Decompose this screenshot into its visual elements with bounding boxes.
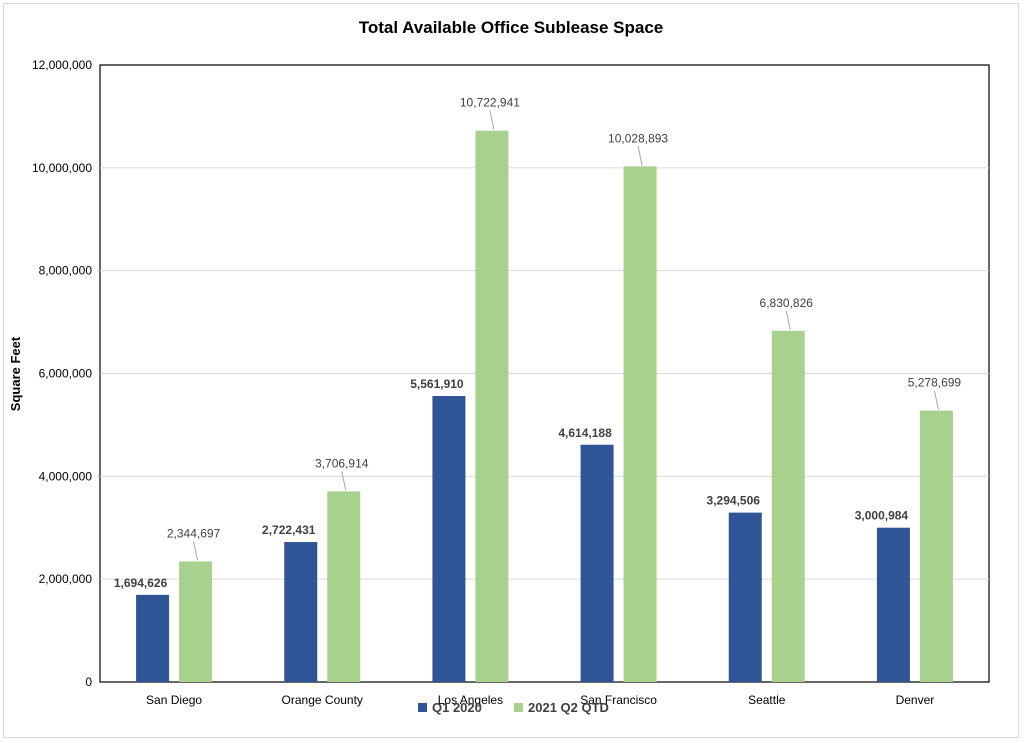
legend-swatch	[418, 703, 427, 712]
bar-q1-2020	[432, 396, 466, 682]
bar-q1-2020	[136, 594, 170, 682]
data-label-2021-q2-qtd: 2,344,697	[167, 526, 221, 540]
y-tick-label: 8,000,000	[39, 264, 93, 278]
bar-q1-2020	[728, 512, 762, 682]
leader-line	[933, 390, 939, 410]
bar-2021-q2-qtd	[179, 561, 213, 682]
legend-swatch	[514, 703, 523, 712]
bar-2021-q2-qtd	[327, 491, 361, 682]
bar-q1-2020	[284, 542, 318, 682]
x-category-label: San Francisco	[580, 693, 657, 707]
chart-title: Total Available Office Sublease Space	[359, 18, 664, 37]
legend: Q1 2020 2021 Q2 QTD	[418, 700, 609, 715]
data-label-2021-q2-qtd: 3,706,914	[315, 456, 369, 470]
bars	[136, 130, 953, 682]
x-category-label: Los Angeles	[438, 693, 503, 707]
bar-q1-2020	[876, 527, 910, 682]
y-tick-label: 12,000,000	[32, 58, 92, 72]
data-label-2021-q2-qtd: 10,722,941	[460, 96, 520, 110]
data-label-2021-q2-qtd: 6,830,826	[760, 296, 814, 310]
y-axis-ticks: 0 2,000,000 4,000,000 6,000,000 8,000,000 10,…	[32, 58, 92, 689]
leader-line	[637, 146, 643, 166]
leader-line	[341, 471, 347, 491]
data-label-2021-q2-qtd: 5,278,699	[908, 376, 962, 390]
legend-entry: 2021 Q2 QTD	[528, 700, 609, 715]
data-label-q1-2020: 3,294,506	[707, 494, 761, 508]
x-axis-categories: San Diego Orange County Los Angeles San Fra…	[146, 693, 934, 707]
bar-2021-q2-qtd	[919, 410, 953, 682]
y-tick-label: 6,000,000	[39, 367, 93, 381]
x-category-label: San Diego	[146, 693, 202, 707]
data-label-q1-2020: 3,000,984	[855, 509, 909, 523]
chart-frame	[3, 3, 1019, 738]
y-tick-label: 0	[85, 675, 92, 689]
bar-2021-q2-qtd	[623, 166, 657, 682]
leader-line	[785, 310, 791, 330]
data-label-q1-2020: 1,694,626	[114, 576, 168, 590]
leader-line	[489, 110, 495, 130]
x-category-label: Orange County	[282, 693, 363, 707]
data-label-2021-q2-qtd: 10,028,893	[608, 131, 668, 145]
y-axis-label: Square Feet	[8, 336, 23, 411]
y-tick-label: 4,000,000	[39, 469, 93, 483]
data-labels: 1,694,626 2,344,697 2,722,431 3,706,914 5,56…	[114, 96, 962, 590]
x-category-label: Seattle	[748, 693, 786, 707]
x-category-label: Denver	[896, 693, 935, 707]
y-tick-label: 10,000,000	[32, 161, 92, 175]
bar-q1-2020	[580, 444, 614, 682]
bar-2021-q2-qtd	[771, 330, 805, 682]
y-tick-label: 2,000,000	[39, 572, 93, 586]
leader-line	[193, 541, 199, 561]
gridlines	[100, 167, 989, 580]
data-label-q1-2020: 4,614,188	[558, 426, 612, 440]
legend-entry: Q1 2020	[432, 700, 482, 715]
data-label-q1-2020: 2,722,431	[262, 523, 316, 537]
bar-2021-q2-qtd	[475, 130, 509, 682]
data-label-q1-2020: 5,561,910	[410, 377, 464, 391]
